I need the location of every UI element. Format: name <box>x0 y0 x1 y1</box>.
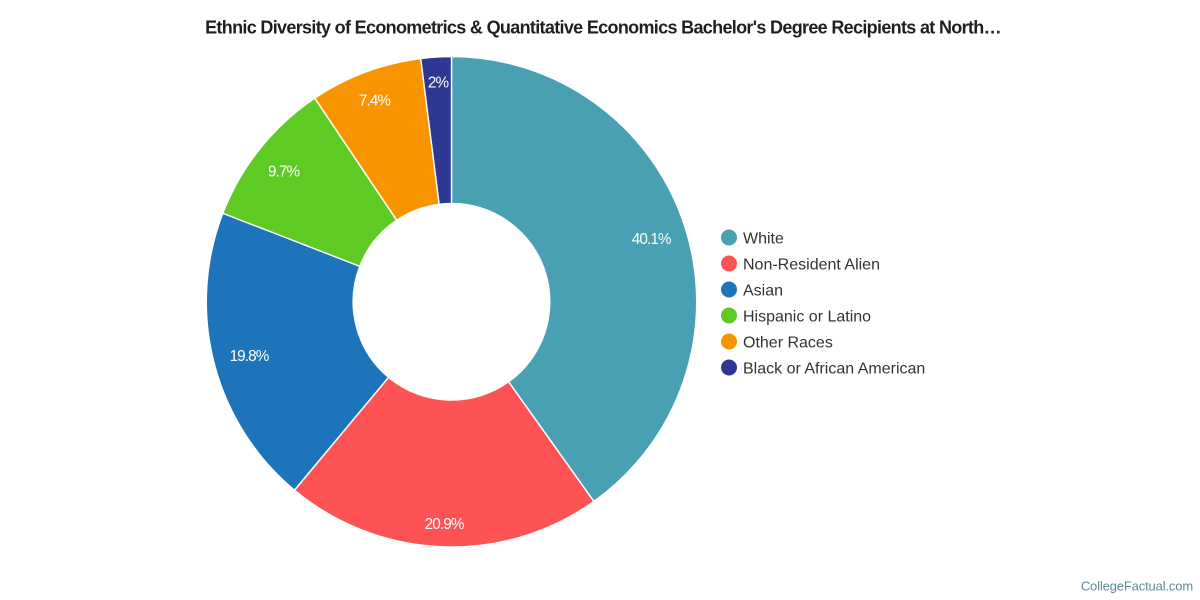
svg-text:7.4%: 7.4% <box>359 93 392 110</box>
svg-text:Non-Resident Alien: Non-Resident Alien <box>743 257 880 274</box>
svg-text:Hispanic or Latino: Hispanic or Latino <box>743 309 871 326</box>
svg-text:Asian: Asian <box>743 283 783 300</box>
svg-text:9.7%: 9.7% <box>268 163 301 180</box>
svg-text:40.1%: 40.1% <box>632 231 672 248</box>
svg-text:White: White <box>743 231 784 248</box>
svg-text:20.9%: 20.9% <box>425 516 465 533</box>
svg-text:Other Races: Other Races <box>743 335 833 352</box>
svg-text:Black or African American: Black or African American <box>743 361 925 378</box>
svg-text:19.8%: 19.8% <box>230 348 270 365</box>
svg-text:2%: 2% <box>428 75 450 92</box>
svg-text:Ethnic Diversity of Econometri: Ethnic Diversity of Econometrics & Quant… <box>205 18 1001 38</box>
svg-text:CollegeFactual.com: CollegeFactual.com <box>1081 579 1193 594</box>
